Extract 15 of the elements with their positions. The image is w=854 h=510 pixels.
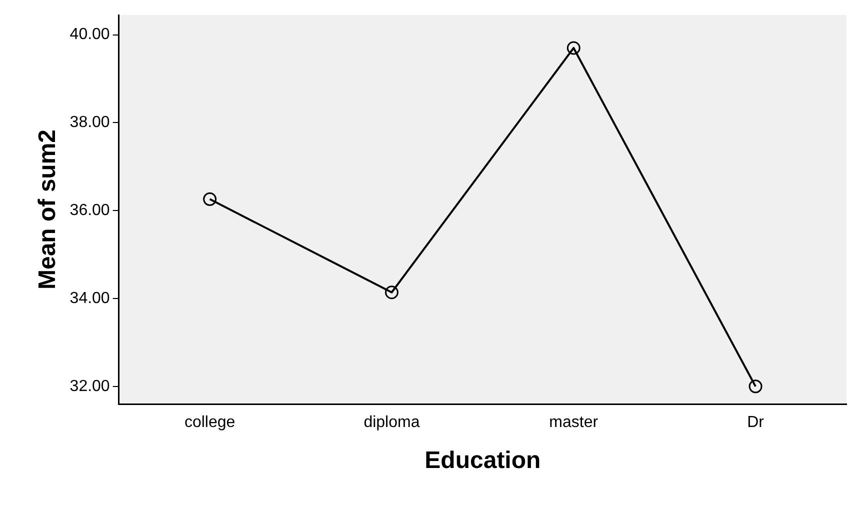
- y-tick-label: 32.00: [70, 378, 110, 395]
- y-tick-label: 36.00: [70, 202, 110, 220]
- point: [203, 192, 217, 206]
- point: [566, 41, 580, 55]
- y-tick-label: 40.00: [70, 26, 110, 44]
- y-tick-label: 38.00: [70, 114, 110, 132]
- x-tick-label: master: [549, 414, 599, 432]
- y-axis-title: Mean of sum2: [34, 129, 62, 290]
- x-axis-title: Education: [424, 447, 541, 474]
- y-tick-label: 34.00: [70, 290, 110, 307]
- point: [748, 380, 762, 394]
- x-tick-label: diploma: [364, 414, 420, 432]
- x-tick-label: Dr: [747, 414, 765, 432]
- point: [384, 286, 398, 300]
- x-tick-label: college: [184, 414, 236, 432]
